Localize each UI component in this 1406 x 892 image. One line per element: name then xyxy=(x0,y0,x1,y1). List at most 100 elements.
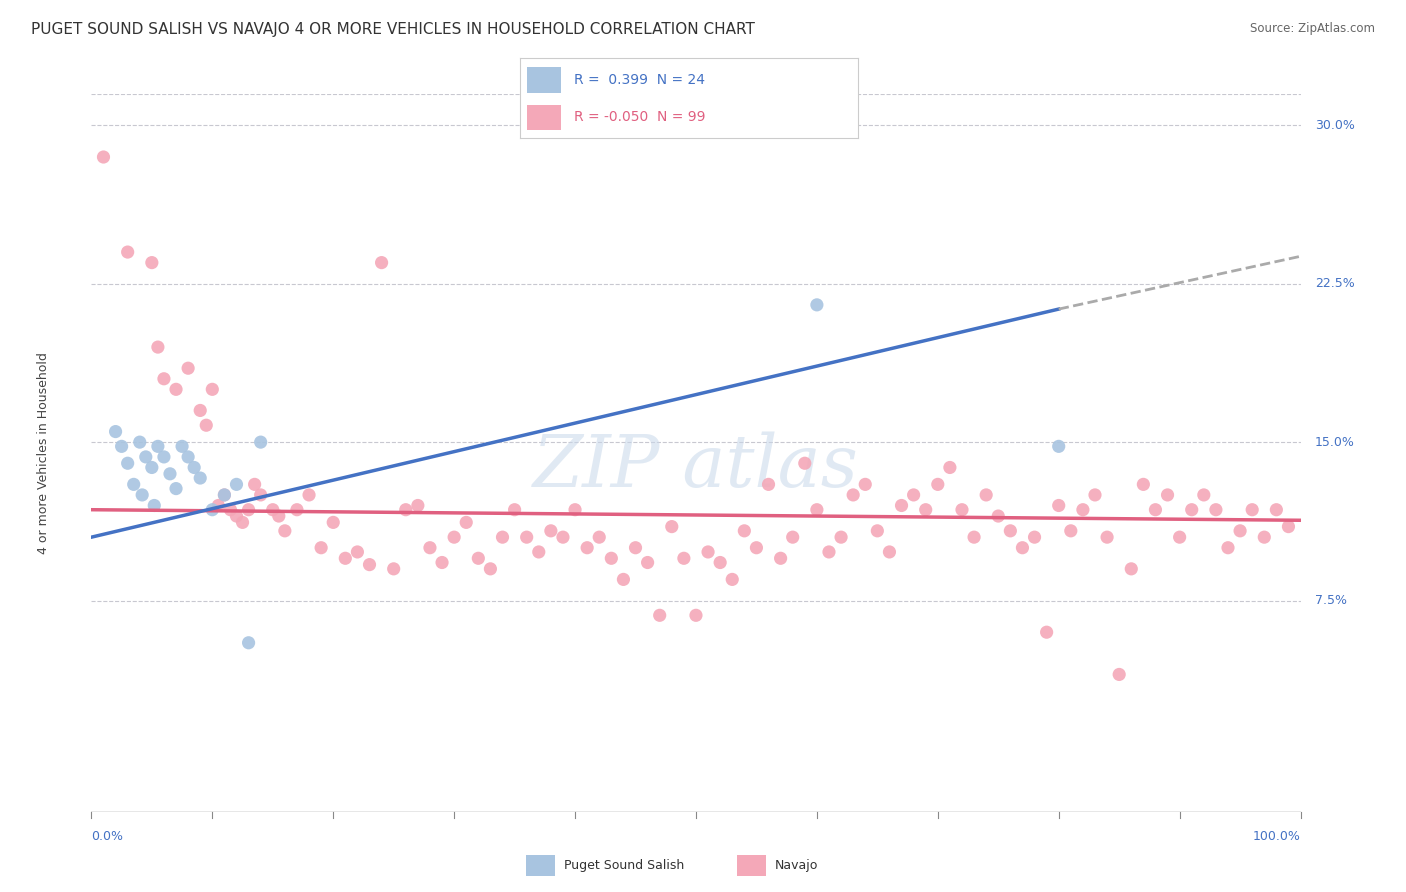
Point xyxy=(758,477,780,491)
Text: R =  0.399  N = 24: R = 0.399 N = 24 xyxy=(574,72,706,87)
Point xyxy=(143,499,166,513)
Point xyxy=(685,608,707,623)
Point xyxy=(733,524,755,538)
Point xyxy=(467,551,489,566)
Point xyxy=(146,340,169,354)
Point xyxy=(183,460,205,475)
Text: Puget Sound Salish: Puget Sound Salish xyxy=(564,859,685,871)
Point xyxy=(207,499,229,513)
Point xyxy=(172,439,194,453)
Point xyxy=(370,255,392,269)
Point xyxy=(285,502,308,516)
Point xyxy=(128,435,150,450)
Point xyxy=(769,551,792,566)
Point xyxy=(188,403,211,417)
Point xyxy=(1192,488,1215,502)
Point xyxy=(987,509,1010,524)
Point xyxy=(1253,530,1275,544)
Text: 30.0%: 30.0% xyxy=(1315,119,1355,132)
Point xyxy=(866,524,889,538)
Point xyxy=(903,488,925,502)
Point xyxy=(1241,502,1264,516)
Point xyxy=(1024,530,1046,544)
Point xyxy=(165,482,187,496)
Point xyxy=(214,488,236,502)
Point xyxy=(201,382,224,396)
Point xyxy=(927,477,949,491)
Point xyxy=(135,450,157,464)
Point xyxy=(117,456,139,470)
Point xyxy=(122,477,145,491)
Point xyxy=(709,556,731,570)
Point xyxy=(1181,502,1204,516)
Point xyxy=(540,524,562,538)
Point xyxy=(1035,625,1057,640)
Point xyxy=(249,488,271,502)
Point xyxy=(188,471,211,485)
Point xyxy=(830,530,852,544)
Point xyxy=(527,545,550,559)
Point xyxy=(648,608,671,623)
Point xyxy=(382,562,405,576)
Point xyxy=(443,530,465,544)
Point xyxy=(456,516,478,530)
Text: 15.0%: 15.0% xyxy=(1315,435,1355,449)
FancyBboxPatch shape xyxy=(737,855,766,876)
Point xyxy=(745,541,768,555)
Text: R = -0.050  N = 99: R = -0.050 N = 99 xyxy=(574,111,706,124)
Point xyxy=(516,530,538,544)
Point xyxy=(153,372,176,386)
Point xyxy=(430,556,453,570)
Point xyxy=(201,502,224,516)
Point xyxy=(1168,530,1191,544)
Point xyxy=(818,545,841,559)
Point xyxy=(177,361,200,376)
Point xyxy=(346,545,368,559)
Point xyxy=(153,450,176,464)
Point xyxy=(359,558,381,572)
Text: Source: ZipAtlas.com: Source: ZipAtlas.com xyxy=(1250,22,1375,36)
Point xyxy=(406,499,429,513)
Point xyxy=(914,502,936,516)
Point xyxy=(1121,562,1143,576)
Point xyxy=(721,573,744,587)
Point xyxy=(793,456,815,470)
Point xyxy=(1205,502,1227,516)
Point xyxy=(243,477,266,491)
Point xyxy=(479,562,502,576)
Point xyxy=(309,541,332,555)
Point xyxy=(141,460,163,475)
Point xyxy=(1060,524,1083,538)
Point xyxy=(672,551,695,566)
Text: 4 or more Vehicles in Household: 4 or more Vehicles in Household xyxy=(37,351,49,554)
Point xyxy=(1095,530,1118,544)
Point xyxy=(141,255,163,269)
Point xyxy=(298,488,321,502)
Point xyxy=(1265,502,1288,516)
Point xyxy=(262,502,284,516)
Point xyxy=(111,439,132,453)
Point xyxy=(806,298,828,312)
Point xyxy=(214,488,236,502)
Point xyxy=(661,519,683,533)
Point xyxy=(491,530,513,544)
Point xyxy=(117,245,139,260)
Point xyxy=(879,545,901,559)
Text: PUGET SOUND SALISH VS NAVAJO 4 OR MORE VEHICLES IN HOUSEHOLD CORRELATION CHART: PUGET SOUND SALISH VS NAVAJO 4 OR MORE V… xyxy=(31,22,755,37)
Point xyxy=(335,551,357,566)
Point xyxy=(806,502,828,516)
Point xyxy=(93,150,115,164)
Point xyxy=(782,530,804,544)
Point xyxy=(963,530,986,544)
Text: 100.0%: 100.0% xyxy=(1253,830,1301,843)
Point xyxy=(219,502,242,516)
Point xyxy=(1071,502,1094,516)
Point xyxy=(131,488,153,502)
Point xyxy=(419,541,441,555)
Point xyxy=(1216,541,1239,555)
Point xyxy=(195,418,218,433)
Point xyxy=(238,636,260,650)
Point xyxy=(1047,439,1070,453)
Point xyxy=(238,502,260,516)
Text: Navajo: Navajo xyxy=(775,859,818,871)
